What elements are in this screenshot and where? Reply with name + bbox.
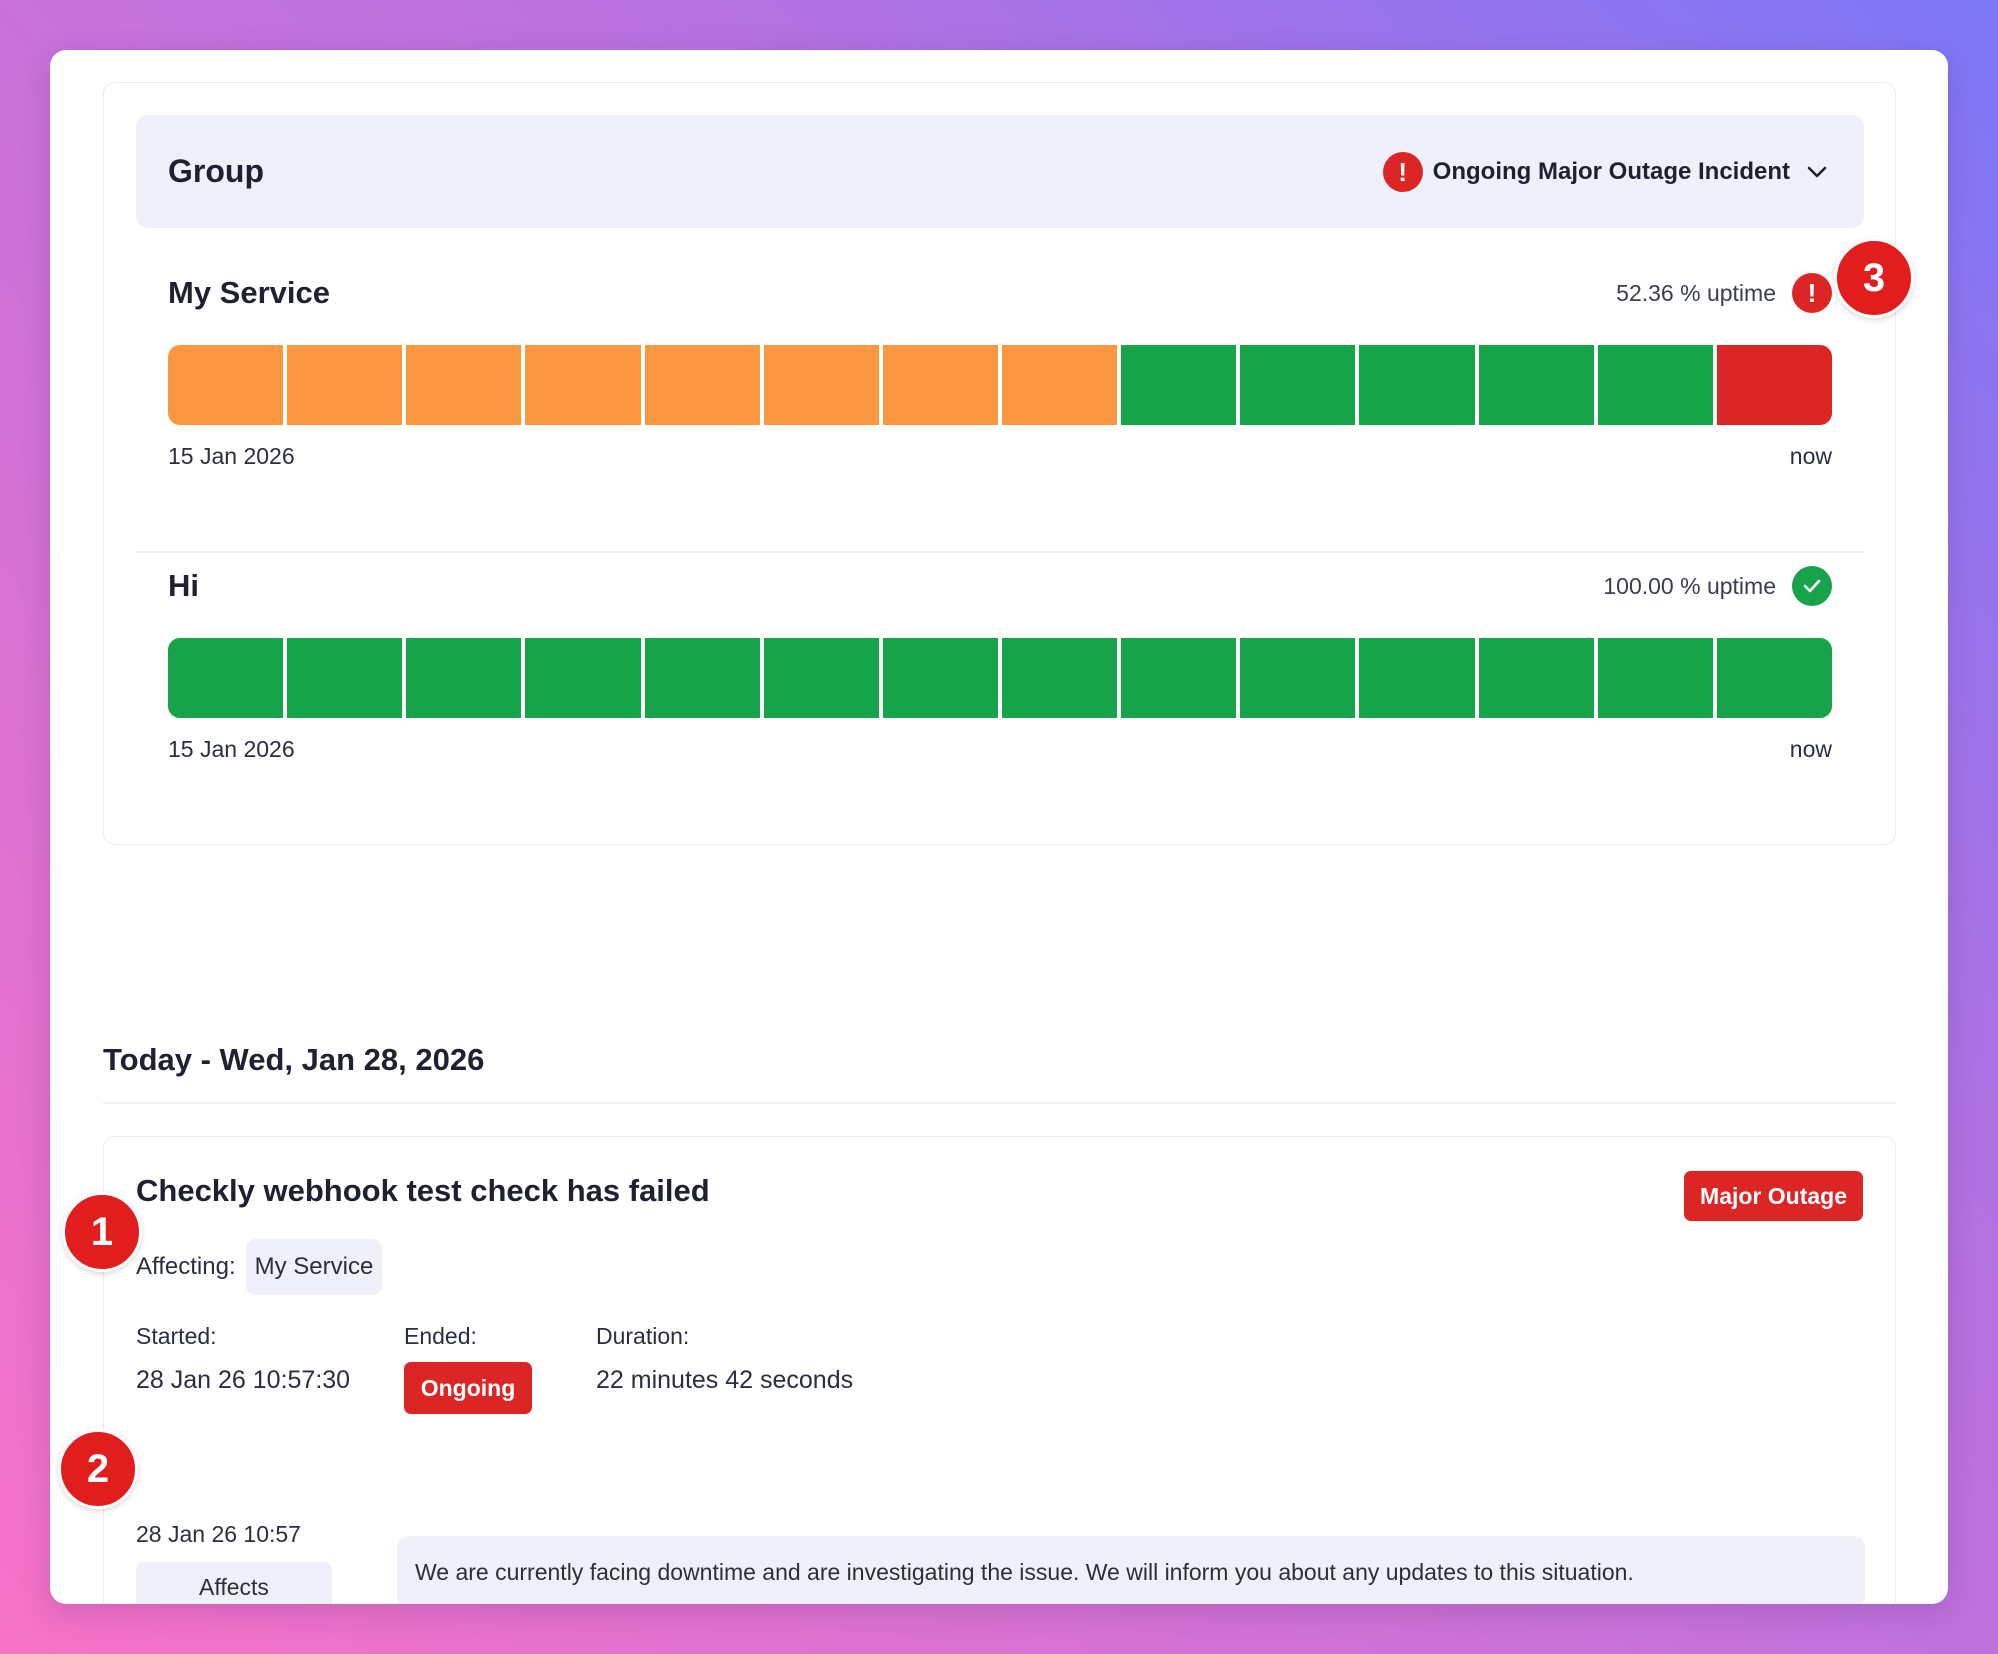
uptime-segment-degraded[interactable] bbox=[763, 345, 879, 425]
group-header[interactable]: Group ! Ongoing Major Outage Incident bbox=[136, 115, 1864, 228]
group-title: Group bbox=[168, 153, 264, 189]
duration-block: Duration: 22 minutes 42 seconds bbox=[596, 1323, 853, 1395]
uptime-segment-operational[interactable] bbox=[1478, 638, 1594, 718]
annotation-marker-3: 3 bbox=[1834, 238, 1914, 318]
uptime-segment-degraded[interactable] bbox=[406, 345, 522, 425]
bar-start-label: 15 Jan 2026 bbox=[168, 736, 295, 762]
ongoing-badge: Ongoing bbox=[404, 1362, 532, 1414]
ended-block: Ended: Ongoing bbox=[404, 1323, 532, 1414]
uptime-segment-outage[interactable] bbox=[1716, 345, 1832, 425]
service-name: Hi bbox=[168, 568, 199, 603]
uptime-segment-operational[interactable] bbox=[1240, 638, 1356, 718]
ended-label: Ended: bbox=[404, 1323, 477, 1349]
incident-label: Ongoing Major Outage Incident bbox=[1432, 157, 1790, 185]
uptime-segment-degraded[interactable] bbox=[287, 345, 403, 425]
bar-end-label: now bbox=[1789, 443, 1832, 469]
service-divider bbox=[136, 551, 1864, 553]
affecting-label: Affecting: bbox=[136, 1253, 236, 1280]
bar-start-label: 15 Jan 2026 bbox=[168, 443, 295, 469]
severity-badge: Major Outage bbox=[1684, 1171, 1863, 1221]
uptime-segment-operational[interactable] bbox=[525, 638, 641, 718]
uptime-segment-degraded[interactable] bbox=[1001, 345, 1118, 425]
started-label: Started: bbox=[136, 1323, 217, 1349]
chevron-down-icon[interactable] bbox=[1806, 165, 1828, 179]
uptime-segment-operational[interactable] bbox=[1597, 345, 1713, 425]
uptime-segment-degraded[interactable] bbox=[882, 345, 998, 425]
service-name: My Service bbox=[168, 275, 330, 310]
incident-title[interactable]: Checkly webhook test check has failed bbox=[136, 1173, 710, 1208]
service-row-my-service: My Service 52.36 % uptime ! 15 Jan 2026 … bbox=[168, 271, 1832, 470]
bar-end-label: now bbox=[1789, 736, 1832, 762]
duration-value: 22 minutes 42 seconds bbox=[596, 1366, 854, 1394]
uptime-segment-operational[interactable] bbox=[406, 638, 522, 718]
day-title: Today - Wed, Jan 28, 2026 bbox=[103, 1042, 485, 1077]
uptime-segment-degraded[interactable] bbox=[644, 345, 760, 425]
uptime-segment-operational[interactable] bbox=[1478, 345, 1594, 425]
uptime-segment-operational[interactable] bbox=[287, 638, 403, 718]
uptime-segment-degraded[interactable] bbox=[168, 345, 284, 425]
service-row-hi: Hi 100.00 % uptime 15 Jan 2026 now bbox=[168, 564, 1832, 763]
day-divider bbox=[103, 1102, 1896, 1104]
started-block: Started: 28 Jan 26 10:57:30 bbox=[136, 1323, 350, 1395]
uptime-segment-operational[interactable] bbox=[1121, 345, 1237, 425]
uptime-segment-operational[interactable] bbox=[168, 638, 284, 718]
affecting-row: Affecting: My Service bbox=[136, 1239, 383, 1295]
uptime-segment-operational[interactable] bbox=[1597, 638, 1713, 718]
uptime-segment-degraded[interactable] bbox=[525, 345, 641, 425]
uptime-text: 52.36 % uptime bbox=[1616, 279, 1776, 306]
check-icon bbox=[1792, 566, 1832, 606]
uptime-bar bbox=[168, 345, 1832, 425]
update-timestamp: 28 Jan 26 10:57 bbox=[136, 1521, 301, 1547]
uptime-segment-operational[interactable] bbox=[763, 638, 879, 718]
duration-label: Duration: bbox=[596, 1323, 690, 1349]
uptime-segment-operational[interactable] bbox=[882, 638, 998, 718]
affected-service-chip[interactable]: My Service bbox=[245, 1239, 383, 1295]
uptime-segment-operational[interactable] bbox=[1001, 638, 1118, 718]
started-value: 28 Jan 26 10:57:30 bbox=[136, 1366, 351, 1394]
uptime-segment-operational[interactable] bbox=[1240, 345, 1356, 425]
annotation-marker-2: 2 bbox=[58, 1429, 138, 1509]
update-affects-tag: Affects bbox=[136, 1562, 332, 1604]
alert-icon: ! bbox=[1792, 273, 1832, 313]
update-message: We are currently facing downtime and are… bbox=[397, 1536, 1865, 1604]
uptime-segment-operational[interactable] bbox=[1359, 345, 1475, 425]
uptime-segment-operational[interactable] bbox=[1121, 638, 1237, 718]
uptime-segment-operational[interactable] bbox=[644, 638, 760, 718]
status-page-window: Group ! Ongoing Major Outage Incident My… bbox=[50, 50, 1948, 1604]
service-group-card: Group ! Ongoing Major Outage Incident My… bbox=[103, 82, 1896, 845]
uptime-segment-operational[interactable] bbox=[1359, 638, 1475, 718]
incident-dropdown[interactable]: ! Ongoing Major Outage Incident bbox=[1382, 151, 1828, 192]
uptime-segment-operational[interactable] bbox=[1716, 638, 1832, 718]
incident-card[interactable]: Checkly webhook test check has failed Ma… bbox=[103, 1136, 1896, 1604]
annotation-marker-1: 1 bbox=[62, 1192, 142, 1272]
uptime-bar bbox=[168, 638, 1832, 718]
uptime-text: 100.00 % uptime bbox=[1603, 572, 1776, 599]
alert-icon: ! bbox=[1382, 151, 1423, 192]
